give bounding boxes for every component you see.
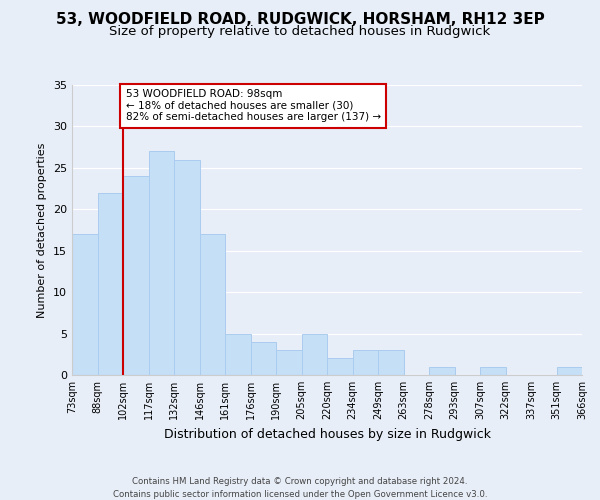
Bar: [174, 160, 199, 375]
Bar: [429, 366, 455, 375]
Bar: [480, 366, 505, 375]
Text: 53 WOODFIELD ROAD: 98sqm
← 18% of detached houses are smaller (30)
82% of semi-d: 53 WOODFIELD ROAD: 98sqm ← 18% of detach…: [125, 89, 380, 122]
Bar: [123, 176, 149, 375]
Bar: [302, 334, 327, 375]
Bar: [557, 366, 582, 375]
Text: Contains public sector information licensed under the Open Government Licence v3: Contains public sector information licen…: [113, 490, 487, 499]
Bar: [199, 234, 225, 375]
Bar: [97, 192, 123, 375]
Bar: [378, 350, 404, 375]
Y-axis label: Number of detached properties: Number of detached properties: [37, 142, 47, 318]
Text: Contains HM Land Registry data © Crown copyright and database right 2024.: Contains HM Land Registry data © Crown c…: [132, 478, 468, 486]
Text: 53, WOODFIELD ROAD, RUDGWICK, HORSHAM, RH12 3EP: 53, WOODFIELD ROAD, RUDGWICK, HORSHAM, R…: [56, 12, 544, 28]
Text: Size of property relative to detached houses in Rudgwick: Size of property relative to detached ho…: [109, 25, 491, 38]
Bar: [72, 234, 97, 375]
Bar: [251, 342, 276, 375]
Bar: [225, 334, 251, 375]
Bar: [149, 152, 174, 375]
X-axis label: Distribution of detached houses by size in Rudgwick: Distribution of detached houses by size …: [163, 428, 491, 440]
Bar: [327, 358, 353, 375]
Bar: [353, 350, 378, 375]
Bar: [276, 350, 302, 375]
